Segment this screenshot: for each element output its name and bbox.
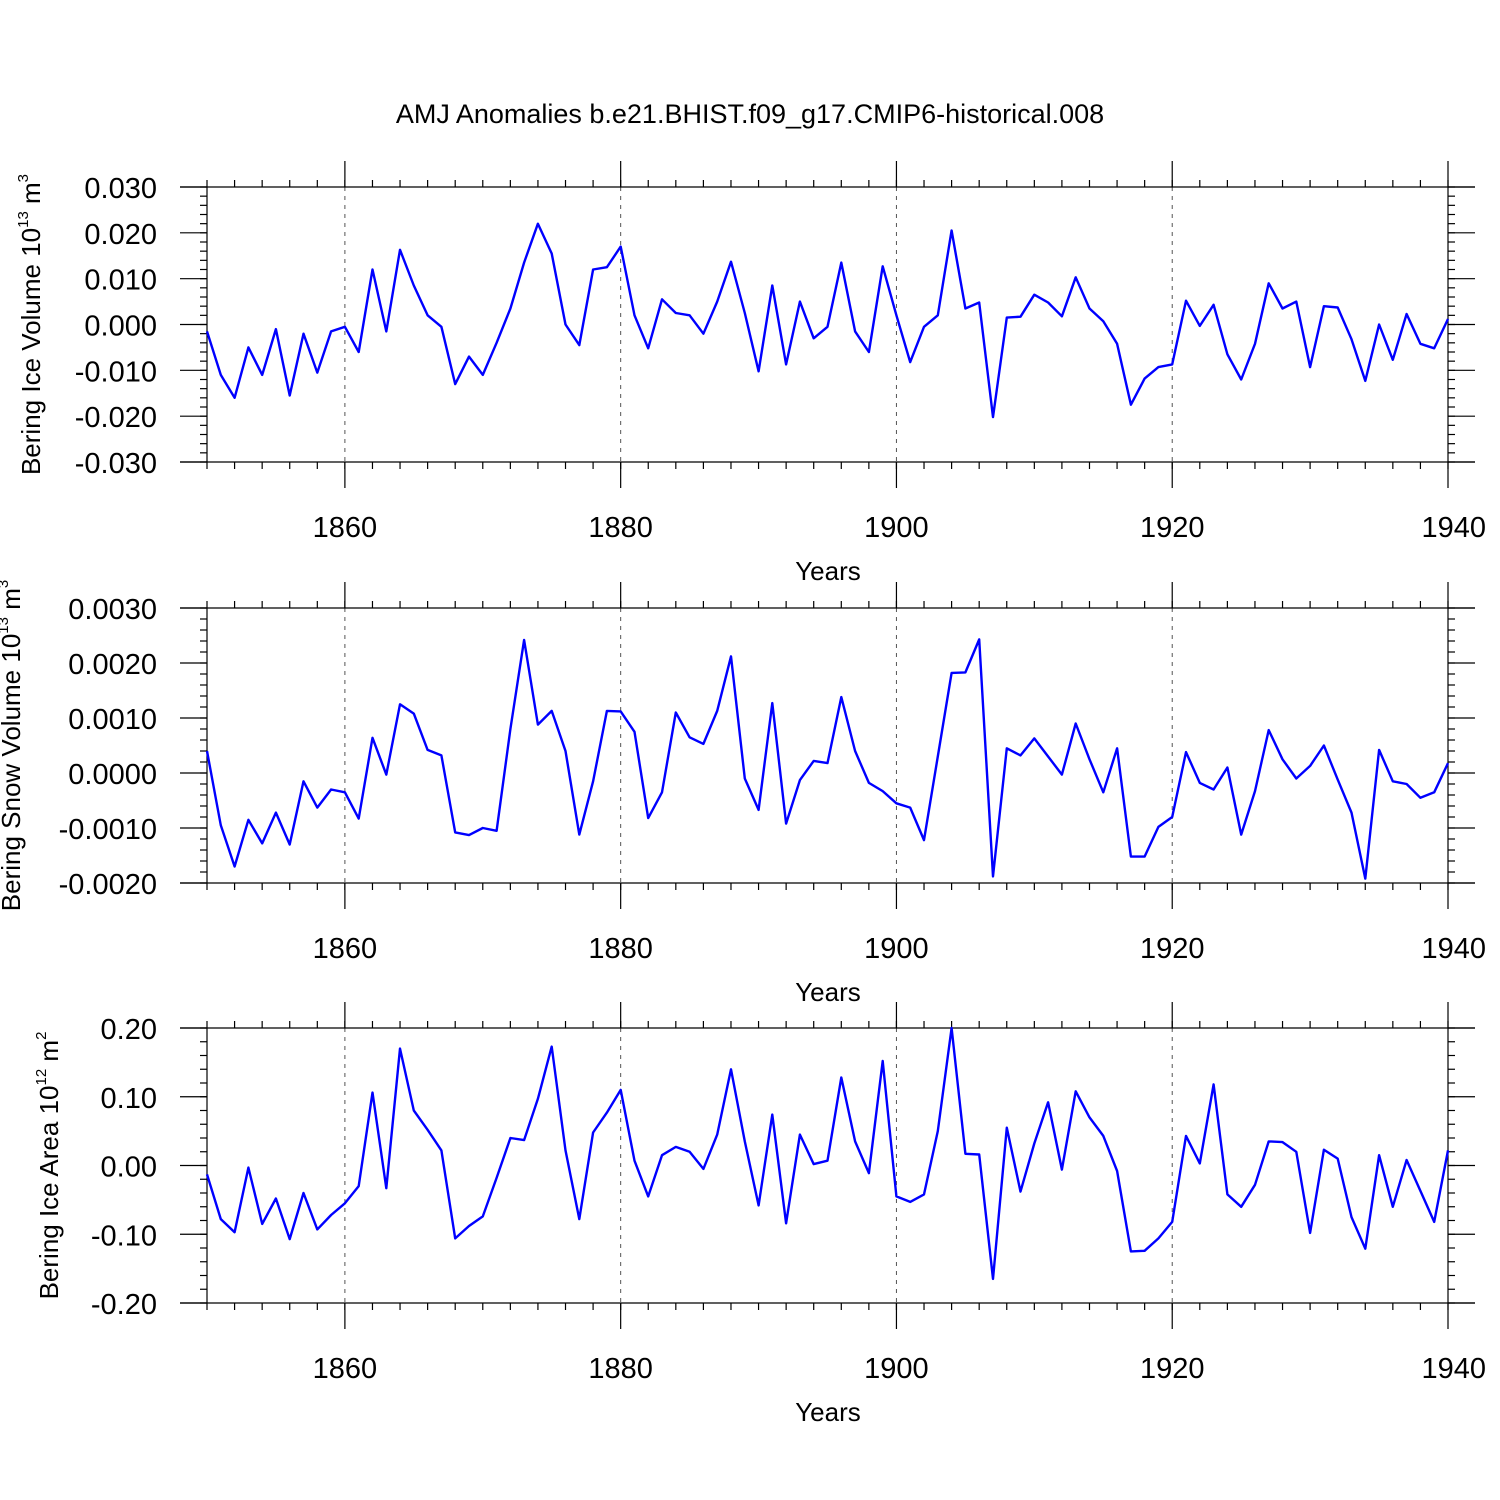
y-tick-label: 0.0030 [68, 594, 157, 626]
x-tick-label: 1920 [1140, 512, 1205, 544]
y-tick-label: -0.020 [75, 402, 157, 434]
panels: -0.030 -0.020 -0.010 0.000 0.010 0.020 0.030 18… [0, 161, 1486, 1427]
x-tick-label: 1860 [313, 933, 378, 965]
x-tick-label: 1920 [1140, 933, 1205, 965]
y-tick-label: -0.0010 [59, 814, 157, 846]
y-tick-label: 0.0000 [68, 759, 157, 791]
series-line [205, 1026, 1450, 1281]
series-line [205, 638, 1450, 880]
y-tick-label: 0.20 [101, 1014, 157, 1046]
x-axis-title: Years [795, 1397, 861, 1427]
y-tick-label: 0.0010 [68, 704, 157, 736]
x-tick-label: 1880 [588, 933, 653, 965]
figure-title: AMJ Anomalies b.e21.BHIST.f09_g17.CMIP6-… [396, 99, 1104, 129]
y-tick-label: 0.10 [101, 1083, 157, 1115]
panel-3: -0.20 -0.10 0.00 0.10 0.20 1860 1880 1900 1920 19… [33, 1002, 1486, 1427]
y-tick-label: -0.030 [75, 448, 157, 480]
y-axis-title: Bering Snow Volume 1013 m3 [0, 580, 26, 911]
y-tick-label: -0.010 [75, 356, 157, 388]
x-tick-label: 1860 [313, 512, 378, 544]
x-axis-title: Years [795, 977, 861, 1007]
y-tick-label: -0.0020 [59, 869, 157, 901]
series-line [205, 222, 1450, 419]
panel-2: -0.0020 -0.0010 0.0000 0.0010 0.0020 0.0030 18… [0, 580, 1486, 1007]
x-tick-label: 1940 [1421, 1353, 1486, 1385]
y-tick-label: -0.20 [91, 1289, 157, 1321]
x-tick-label: 1880 [588, 1353, 653, 1385]
x-tick-label: 1860 [313, 1353, 378, 1385]
y-tick-label: 0.000 [84, 311, 157, 343]
y-axis-title: Bering Ice Area 1012 m2 [33, 1032, 64, 1300]
x-tick-label: 1900 [864, 512, 929, 544]
x-tick-label: 1900 [864, 933, 929, 965]
y-tick-label: 0.00 [101, 1152, 157, 1184]
y-tick-label: 0.010 [84, 265, 157, 297]
x-tick-label: 1940 [1421, 512, 1486, 544]
y-axis-title: Bering Ice Volume 1013 m3 [15, 174, 46, 475]
x-axis-title: Years [795, 556, 861, 586]
y-tick-label: 0.0020 [68, 649, 157, 681]
panel-1: -0.030 -0.020 -0.010 0.000 0.010 0.020 0.030 18… [15, 161, 1486, 586]
y-tick-label: 0.030 [84, 173, 157, 205]
y-tick-label: 0.020 [84, 219, 157, 251]
y-tick-label: -0.10 [91, 1220, 157, 1252]
x-tick-label: 1940 [1421, 933, 1486, 965]
x-tick-label: 1880 [588, 512, 653, 544]
x-tick-label: 1920 [1140, 1353, 1205, 1385]
x-tick-label: 1900 [864, 1353, 929, 1385]
